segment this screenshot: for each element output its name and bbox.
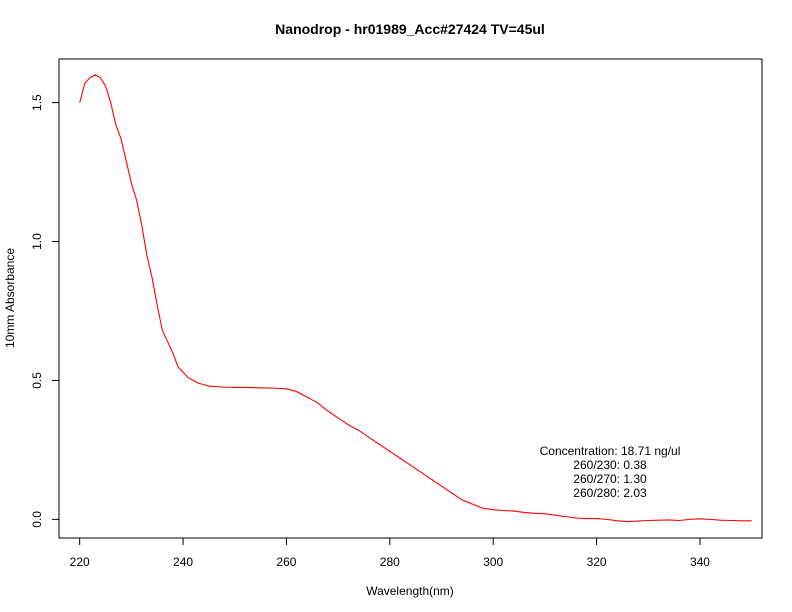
plot-frame xyxy=(58,58,763,539)
absorbance-series-line xyxy=(79,74,752,523)
x-tick-label: 240 xyxy=(173,555,193,569)
concentration-annotation: Concentration: 18.71 ng/ul xyxy=(540,444,681,458)
x-tick-label: 320 xyxy=(587,555,607,569)
x-tick-label: 280 xyxy=(380,555,400,569)
y-tick-label: 0.0 xyxy=(30,511,44,528)
chart-title: Nanodrop - hr01989_Acc#27424 TV=45ul xyxy=(275,21,545,37)
y-axis-label: 10mm Absorbance xyxy=(3,248,17,348)
x-tick-label: 300 xyxy=(483,555,503,569)
series-layer xyxy=(79,74,752,523)
y-tick-label: 0.5 xyxy=(30,372,44,389)
x-axis: 220 240 260 280 300 320 340 xyxy=(70,538,710,569)
ratio-annotation: 260/270: 1.30 xyxy=(573,472,647,486)
x-tick-label: 340 xyxy=(690,555,710,569)
x-tick-label: 260 xyxy=(276,555,296,569)
y-tick-label: 1.0 xyxy=(30,233,44,250)
ratio-annotation: 260/280: 2.03 xyxy=(573,486,647,500)
x-tick-label: 220 xyxy=(70,555,90,569)
ratio-annotation: 260/230: 0.38 xyxy=(573,458,647,472)
y-tick-label: 1.5 xyxy=(30,94,44,111)
y-axis: 0.0 0.5 1.0 1.5 xyxy=(30,94,59,528)
x-axis-label: Wavelength(nm) xyxy=(366,584,454,598)
